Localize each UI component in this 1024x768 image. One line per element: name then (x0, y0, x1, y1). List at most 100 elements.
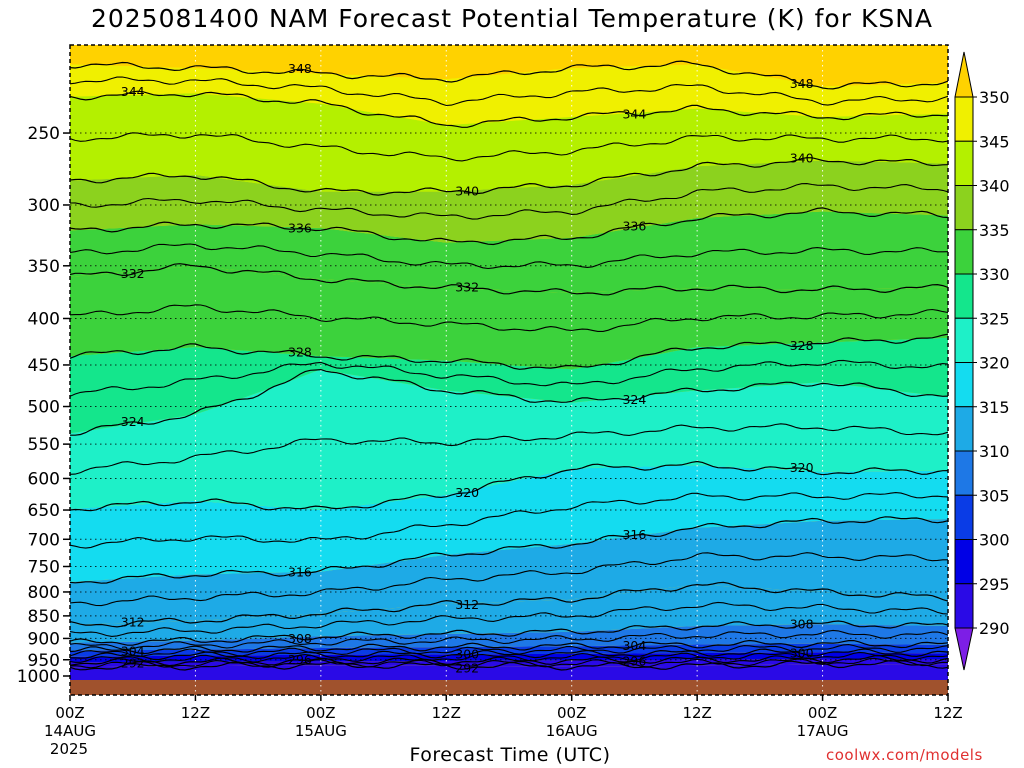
x-tick-label: 12Z (682, 704, 711, 722)
colorbar-box (954, 96, 974, 142)
isentrope-338 (70, 183, 948, 220)
colorbar-label: 295 (979, 575, 1010, 594)
colorbar-label: 325 (979, 309, 1010, 328)
band-fill (70, 160, 948, 243)
grid-lines (70, 45, 948, 695)
contour-label: 296 (288, 652, 312, 667)
colorbar-label: 290 (979, 619, 1010, 638)
colorbar-box (954, 494, 974, 540)
isentrope-320 (70, 460, 948, 512)
isentrope-336 (70, 207, 948, 246)
credit-text: coolwx.com/models (826, 746, 983, 764)
contour-label: 328 (288, 345, 312, 360)
colorbar: 350 345 340 335 330 325 320 315 310 305 300 295 290 (954, 51, 1010, 671)
colorbar-label: 310 (979, 442, 1010, 461)
x-tick-label: 12Z (181, 704, 210, 722)
contour-label: 320 (455, 485, 479, 500)
x-tick-date: 17AUG (797, 722, 849, 740)
contour-label: 328 (790, 338, 814, 353)
ground-band (70, 680, 948, 695)
isentrope-348 (70, 60, 948, 90)
contour-label: 332 (455, 279, 479, 294)
colorbar-box (954, 140, 974, 186)
isentrope-340 (70, 156, 948, 196)
isentrope-316 (70, 516, 948, 584)
y-tick-label: 850 (28, 607, 60, 627)
isentrope-306 (70, 629, 948, 650)
y-tick-label: 800 (28, 583, 60, 603)
colorbar-box (954, 185, 974, 231)
isentrope-310 (70, 601, 948, 637)
y-tick-label: 450 (28, 356, 60, 376)
contour-label: 344 (622, 107, 646, 122)
contour-label: 332 (121, 266, 145, 281)
band-fill (70, 337, 948, 434)
contour-label: 316 (622, 527, 646, 542)
colorbar-label: 320 (979, 354, 1010, 373)
contour-label: 292 (121, 655, 145, 670)
contour-labels: 292 292 296 296 300 300 304 304 308 308 312 312 316 3… (121, 61, 814, 675)
isentrope-lines (70, 60, 948, 671)
isentrope-304 (70, 639, 948, 655)
colorbar-top-arrow (954, 51, 974, 98)
x-axis-label: Forecast Time (UTC) (409, 744, 611, 766)
x-tick-date: 15AUG (295, 722, 347, 740)
isentrope-300 (70, 648, 948, 661)
contour-label: 292 (455, 661, 479, 676)
y-tick-label: 1000 (17, 667, 60, 687)
isentrope-346 (70, 76, 948, 107)
colorbar-label: 315 (979, 398, 1010, 417)
x-tick-date: 16AUG (546, 722, 598, 740)
contour-label: 316 (288, 565, 312, 580)
y-tick-label: 400 (28, 309, 60, 329)
isentrope-312 (70, 581, 948, 628)
band-fill (70, 519, 948, 626)
ground-band-rect (70, 680, 948, 695)
x-tick-label: 12Z (933, 704, 962, 722)
isentrope-332 (70, 263, 948, 296)
band-fill (70, 624, 948, 651)
contour-label: 308 (288, 631, 312, 646)
y-tick-label: 350 (28, 257, 60, 277)
colorbar-bottom-arrow (954, 627, 974, 671)
filled-contours (70, 45, 948, 680)
isentrope-326 (70, 359, 948, 397)
isentrope-342 (70, 132, 948, 162)
plot-frame (69, 44, 949, 696)
isentrope-330 (70, 304, 948, 332)
y-tick-label: 550 (28, 435, 60, 455)
contour-label: 304 (622, 638, 646, 653)
colorbar-label: 350 (979, 88, 1010, 107)
x-tick-label: 12Z (432, 704, 461, 722)
band-fill (70, 211, 948, 293)
contour-label: 296 (622, 653, 646, 668)
contour-label: 300 (790, 645, 814, 660)
colorbar-label: 345 (979, 132, 1010, 151)
contour-label: 340 (790, 151, 814, 166)
x-tick-label: 00Z (306, 704, 335, 722)
contour-label: 324 (622, 392, 646, 407)
contour-label: 348 (790, 76, 814, 91)
contour-label: 340 (455, 184, 479, 199)
x-tick-label: 00Z (808, 704, 837, 722)
colorbar-box (954, 583, 974, 629)
y-tick-label: 300 (28, 196, 60, 216)
y-tick-label: 750 (28, 557, 60, 577)
isentrope-314 (70, 552, 948, 607)
colorbar-label: 340 (979, 177, 1010, 196)
contour-label: 336 (622, 218, 646, 233)
band-fill (70, 265, 948, 370)
y-tick-label: 700 (28, 530, 60, 550)
contour-label: 336 (288, 221, 312, 236)
contour-label: 348 (288, 61, 312, 76)
isentrope-302 (70, 644, 948, 657)
band-fill (70, 465, 948, 582)
isentrope-318 (70, 492, 948, 549)
y-tick-label: 650 (28, 501, 60, 521)
isentrope-334 (70, 243, 948, 270)
colorbar-box (954, 450, 974, 496)
y-tick-label: 950 (28, 651, 60, 671)
contour-label: 308 (790, 617, 814, 632)
